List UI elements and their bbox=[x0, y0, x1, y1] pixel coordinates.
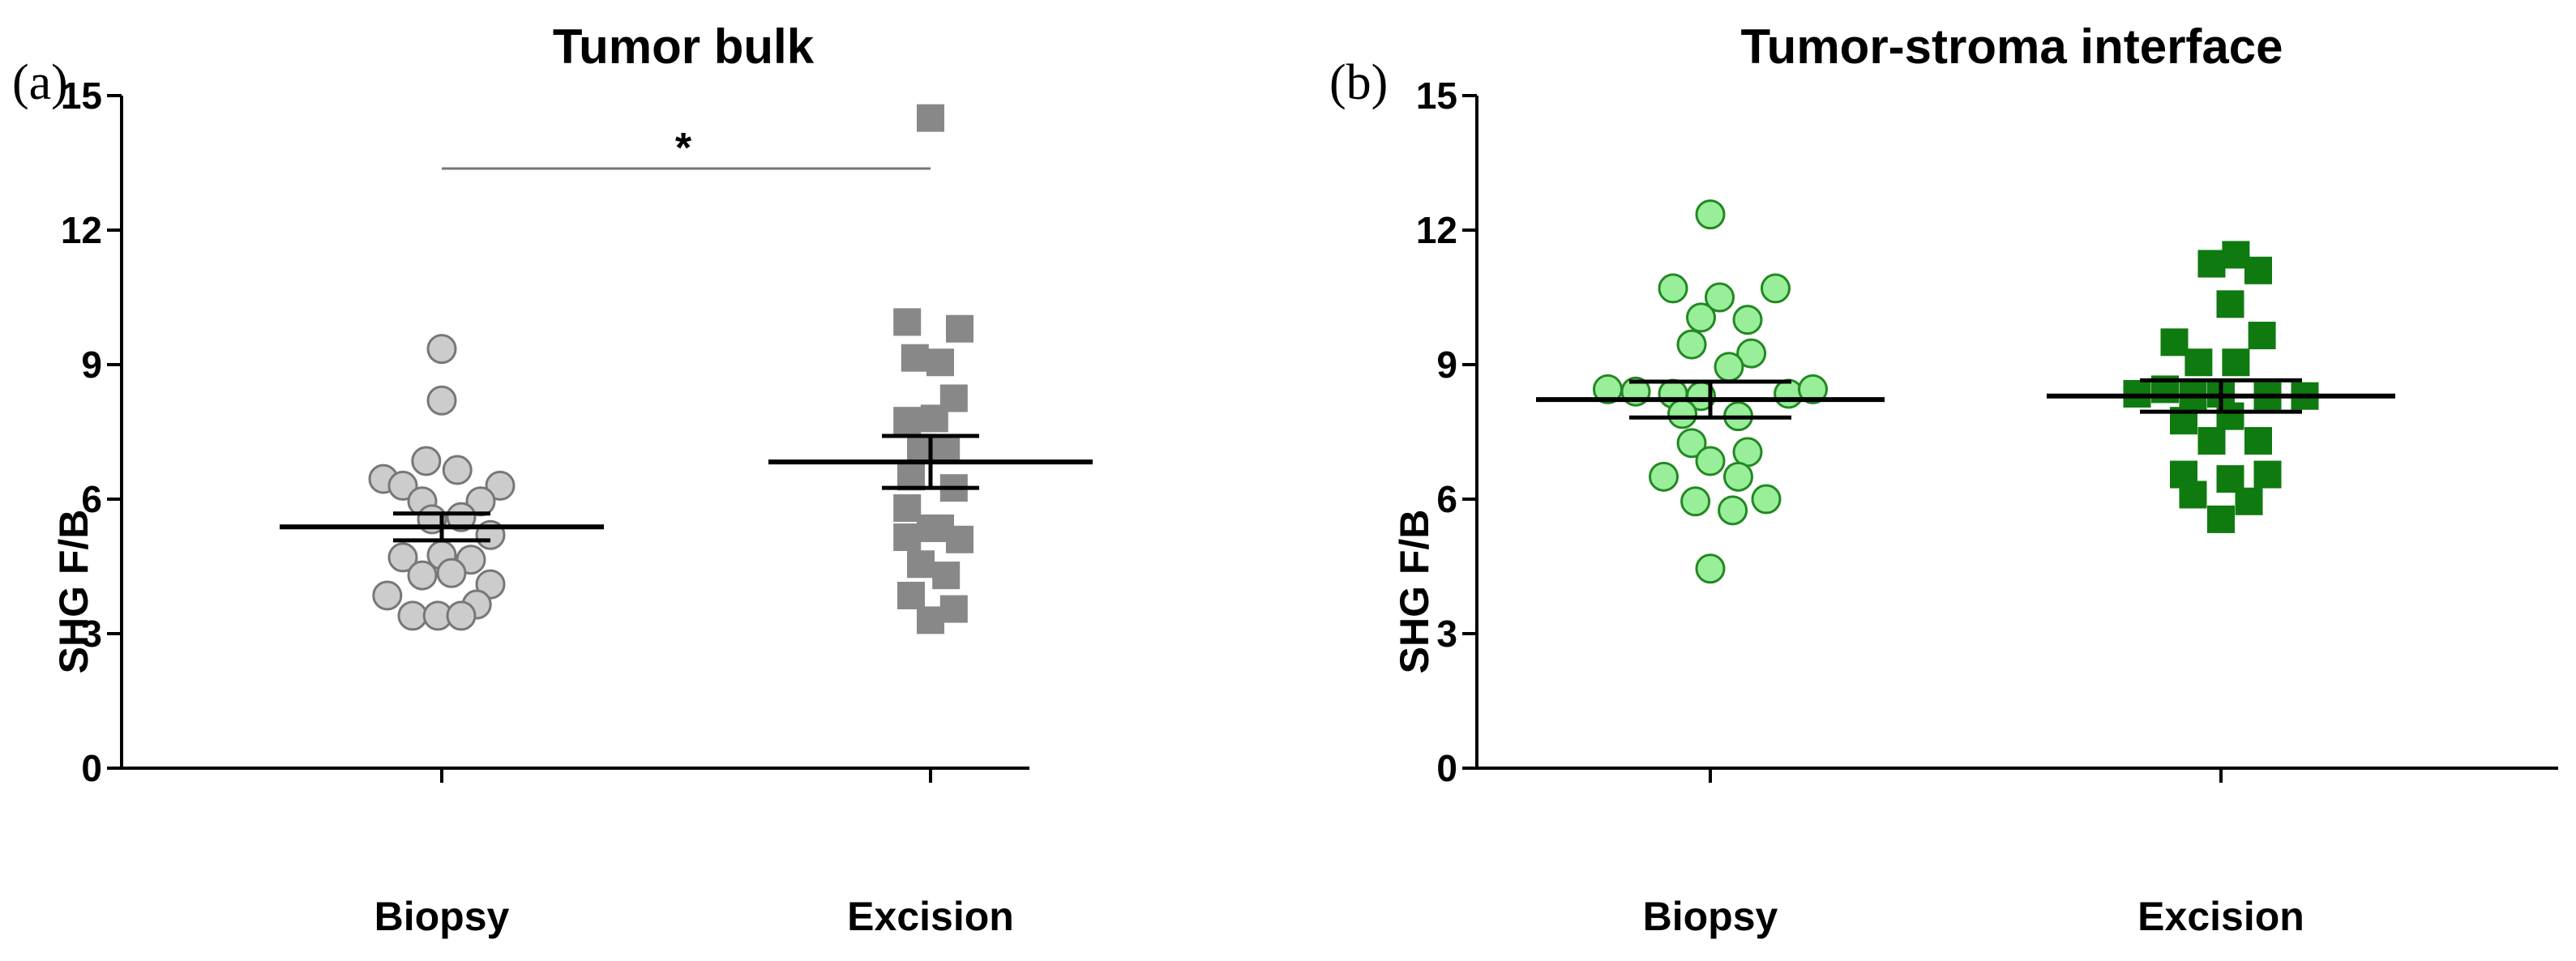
data-point bbox=[1751, 484, 1782, 515]
y-tick-label: 3 bbox=[81, 613, 102, 655]
data-point bbox=[387, 470, 418, 501]
data-point bbox=[893, 308, 922, 336]
y-tick-label: 0 bbox=[81, 747, 102, 789]
data-point bbox=[1732, 305, 1763, 335]
data-point bbox=[1676, 428, 1707, 459]
panel-b-label: (b) bbox=[1329, 55, 1388, 110]
data-point bbox=[1798, 374, 1828, 404]
data-point bbox=[897, 463, 925, 491]
data-point bbox=[2207, 505, 2235, 533]
y-tick-label: 3 bbox=[1436, 613, 1457, 655]
panel-a-category-label: Excision bbox=[847, 894, 1014, 939]
data-point bbox=[1658, 273, 1688, 304]
data-point bbox=[901, 344, 929, 372]
data-point bbox=[946, 314, 973, 343]
panel-a-significance-marker: * bbox=[675, 125, 692, 172]
data-point bbox=[446, 600, 477, 631]
data-point bbox=[2244, 256, 2272, 284]
panel-b: (b) Tumor-stroma interface SHG F/B Biops… bbox=[1329, 19, 2558, 939]
panel-a-marks bbox=[280, 104, 1093, 634]
y-tick-label: 9 bbox=[1436, 344, 1457, 386]
data-point bbox=[372, 580, 403, 611]
y-tick-label: 9 bbox=[81, 344, 102, 386]
data-point bbox=[1761, 273, 1791, 304]
panel-a-title: Tumor bulk bbox=[553, 19, 815, 74]
panel-a-y-axis-label: SHG F/B bbox=[51, 510, 96, 674]
data-point bbox=[907, 550, 935, 579]
panel-b-category-label: Excision bbox=[2137, 894, 2304, 939]
data-point bbox=[2160, 328, 2189, 357]
data-point bbox=[1676, 329, 1707, 360]
panel-b-y-axis-label: SHG F/B bbox=[1392, 510, 1437, 674]
data-point bbox=[893, 494, 922, 523]
panel-a-category-label: Biopsy bbox=[374, 894, 510, 939]
data-point bbox=[1695, 199, 1726, 230]
data-point bbox=[2248, 322, 2276, 350]
data-point bbox=[939, 595, 968, 623]
data-point bbox=[946, 525, 973, 553]
data-point bbox=[2197, 250, 2226, 278]
y-tick-label: 15 bbox=[61, 75, 102, 117]
data-point bbox=[1774, 378, 1804, 409]
data-point bbox=[893, 523, 922, 552]
data-point bbox=[442, 455, 473, 485]
data-point bbox=[485, 470, 516, 501]
data-point bbox=[2216, 290, 2244, 318]
data-point bbox=[2184, 348, 2213, 377]
y-tick-label: 12 bbox=[61, 209, 102, 251]
data-point bbox=[446, 502, 477, 532]
data-point bbox=[426, 385, 457, 416]
data-point bbox=[932, 436, 961, 464]
data-point bbox=[1680, 486, 1711, 517]
data-point bbox=[411, 446, 442, 476]
data-point bbox=[932, 562, 961, 590]
data-point bbox=[1705, 282, 1735, 313]
data-point bbox=[397, 600, 428, 631]
data-point bbox=[1667, 399, 1697, 429]
data-point bbox=[1714, 352, 1744, 382]
data-point bbox=[1695, 446, 1726, 476]
data-point bbox=[2235, 487, 2263, 515]
data-point bbox=[2253, 460, 2282, 489]
data-point bbox=[1723, 461, 1753, 492]
data-point bbox=[897, 581, 925, 609]
panel-a-axes: 0 3 6 9 12 15 bbox=[61, 75, 1029, 789]
data-point bbox=[2197, 427, 2226, 455]
panel-b-marks bbox=[1536, 199, 2395, 584]
data-point bbox=[1649, 461, 1679, 492]
data-point bbox=[407, 560, 438, 591]
data-point bbox=[2179, 480, 2207, 509]
y-tick-label: 15 bbox=[1416, 75, 1457, 117]
data-point bbox=[1736, 338, 1767, 369]
y-tick-label: 12 bbox=[1416, 209, 1457, 251]
data-point bbox=[2222, 348, 2250, 377]
y-tick-label: 6 bbox=[1436, 478, 1457, 520]
panel-b-category-label: Biopsy bbox=[1643, 894, 1778, 939]
data-point bbox=[917, 606, 944, 634]
panel-b-title: Tumor-stroma interface bbox=[1740, 19, 2283, 74]
data-point bbox=[436, 557, 467, 588]
data-point bbox=[893, 407, 922, 435]
data-point bbox=[1718, 495, 1748, 526]
data-point bbox=[426, 334, 457, 365]
panel-a: (a) Tumor bulk SHG F/B Biopsy Excision *… bbox=[12, 19, 1093, 939]
data-point bbox=[387, 542, 418, 573]
data-point bbox=[1732, 437, 1763, 468]
y-tick-label: 0 bbox=[1436, 747, 1457, 789]
data-point bbox=[1686, 302, 1716, 333]
data-point bbox=[917, 104, 944, 132]
panel-b-axes: 0 3 6 9 12 15 bbox=[1416, 75, 2558, 789]
panel-a-label: (a) bbox=[12, 55, 68, 110]
y-tick-label: 6 bbox=[81, 478, 102, 520]
data-point bbox=[1695, 553, 1726, 584]
data-point bbox=[2244, 427, 2272, 455]
data-point bbox=[926, 348, 954, 377]
data-point bbox=[920, 404, 948, 433]
